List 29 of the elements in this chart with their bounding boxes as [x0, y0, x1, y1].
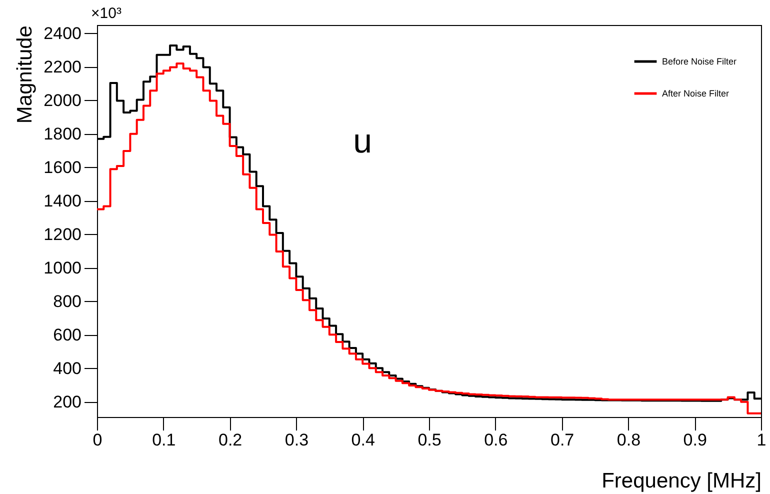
annotation: u — [353, 122, 372, 161]
y-tick-label: 2000 — [44, 90, 82, 110]
x-tick-label: 0 — [92, 430, 102, 450]
y-tick-label: 1400 — [44, 191, 82, 210]
y-tick-label: 1000 — [44, 258, 82, 278]
y-tick-label: 2200 — [44, 57, 82, 76]
x-tick-label: 0.2 — [218, 430, 242, 450]
x-tick-label: 0.5 — [418, 430, 442, 450]
x-tick-label: 0.3 — [284, 430, 309, 450]
y-tick-label: 1800 — [44, 124, 82, 144]
y-tick-label: 1600 — [44, 158, 82, 177]
x-tick-label: 0.6 — [484, 430, 508, 450]
y-tick-label: 400 — [53, 358, 82, 378]
x-tick-label: 0.1 — [152, 430, 176, 450]
text: ×10³ — [91, 5, 122, 22]
y-tick-label: 800 — [53, 292, 82, 311]
y-tick-label: 600 — [53, 325, 82, 344]
x-axis-title: Frequency [MHz] — [602, 470, 762, 492]
legend-label: Before Noise Filter — [662, 56, 737, 66]
x-tick-label: 0.7 — [550, 430, 574, 450]
x-tick-label: 0.4 — [351, 430, 375, 450]
legend-label: After Noise Filter — [662, 88, 730, 98]
y-tick-label: 2400 — [44, 24, 82, 43]
y-tick-label: 1200 — [44, 224, 82, 244]
y-axis-title: Magnitude — [14, 26, 37, 124]
x-tick-label: 0.9 — [683, 430, 707, 450]
x-tick-label: 1 — [756, 430, 766, 450]
x-tick-label: 0.8 — [616, 430, 641, 450]
y-tick-label: 200 — [53, 392, 82, 412]
